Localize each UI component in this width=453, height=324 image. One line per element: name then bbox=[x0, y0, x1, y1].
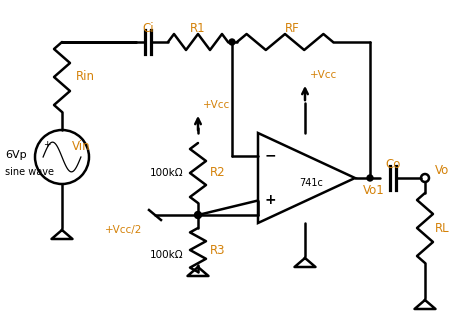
Text: RL: RL bbox=[435, 222, 450, 235]
Text: 6Vp: 6Vp bbox=[5, 150, 27, 160]
Text: +: + bbox=[43, 140, 51, 149]
Text: RF: RF bbox=[285, 22, 300, 36]
Text: +Vcc: +Vcc bbox=[310, 70, 337, 80]
Circle shape bbox=[194, 212, 202, 218]
Text: Co: Co bbox=[386, 157, 401, 170]
Text: 100kΩ: 100kΩ bbox=[150, 168, 183, 178]
Text: Vo1: Vo1 bbox=[363, 183, 385, 196]
Circle shape bbox=[229, 39, 235, 45]
Text: sine wave: sine wave bbox=[5, 167, 54, 177]
Text: +Vcc: +Vcc bbox=[203, 100, 230, 110]
Text: +: + bbox=[264, 193, 276, 207]
Text: Ci: Ci bbox=[142, 22, 154, 36]
Text: 741c: 741c bbox=[299, 178, 323, 188]
Circle shape bbox=[367, 175, 373, 181]
Text: −: − bbox=[264, 148, 276, 163]
Text: R2: R2 bbox=[210, 167, 226, 179]
Text: Vin: Vin bbox=[72, 141, 91, 154]
Text: Vo: Vo bbox=[435, 164, 449, 177]
Text: R1: R1 bbox=[190, 22, 206, 36]
Text: +Vcc/2: +Vcc/2 bbox=[105, 225, 142, 235]
Text: R3: R3 bbox=[210, 244, 226, 257]
Text: 100kΩ: 100kΩ bbox=[150, 250, 183, 260]
Text: Rin: Rin bbox=[76, 71, 95, 84]
